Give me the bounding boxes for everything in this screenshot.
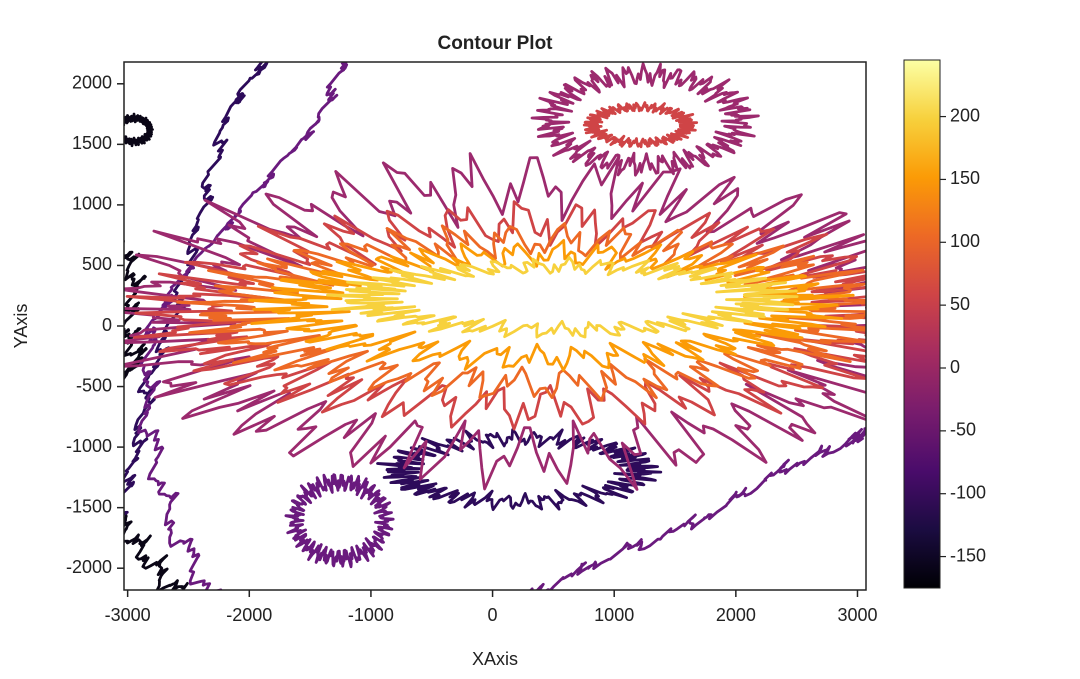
colorbar-tick-label: 0 — [950, 357, 960, 377]
colorbar-tick-label: -150 — [950, 545, 986, 565]
x-tick-label: 0 — [488, 605, 498, 625]
colorbar-tick-label: 200 — [950, 105, 980, 125]
colorbar-tick-label: 50 — [950, 294, 970, 314]
contour-line — [124, 152, 866, 491]
colorbar — [903, 59, 941, 589]
contour-group — [124, 62, 866, 590]
contour-line — [326, 255, 799, 339]
y-tick-label: -2000 — [66, 557, 112, 577]
y-tick-label: -1500 — [66, 496, 112, 516]
colorbar-tick-label: 150 — [950, 168, 980, 188]
colorbar-tick-label: -50 — [950, 420, 976, 440]
y-tick-label: 1500 — [72, 133, 112, 153]
y-axis-label: YAxis — [11, 304, 31, 349]
chart-title: Contour Plot — [437, 33, 553, 54]
y-tick-label: 2000 — [72, 73, 112, 93]
x-tick-label: 2000 — [716, 605, 756, 625]
x-tick-label: 3000 — [837, 605, 877, 625]
contour-line — [529, 426, 866, 590]
contour-line — [125, 200, 866, 431]
y-tick-label: 0 — [102, 315, 112, 335]
colorbar-tick-label: 100 — [950, 231, 980, 251]
colorbar-tick-label: -100 — [950, 482, 986, 502]
x-tick-label: 1000 — [594, 605, 634, 625]
x-tick-label: -1000 — [348, 605, 394, 625]
y-tick-label: -500 — [76, 375, 112, 395]
x-tick-label: -3000 — [105, 605, 151, 625]
contour-line — [284, 473, 395, 569]
y-tick-label: -1000 — [66, 436, 112, 456]
x-axis-label: XAxis — [472, 649, 518, 669]
contour-line — [124, 112, 154, 148]
y-tick-label: 500 — [82, 254, 112, 274]
contour-line — [582, 101, 699, 149]
y-tick-label: 1000 — [72, 194, 112, 214]
x-tick-label: -2000 — [226, 605, 272, 625]
contour-line — [124, 513, 189, 590]
contour-line — [248, 239, 855, 372]
contour-line — [530, 62, 760, 177]
